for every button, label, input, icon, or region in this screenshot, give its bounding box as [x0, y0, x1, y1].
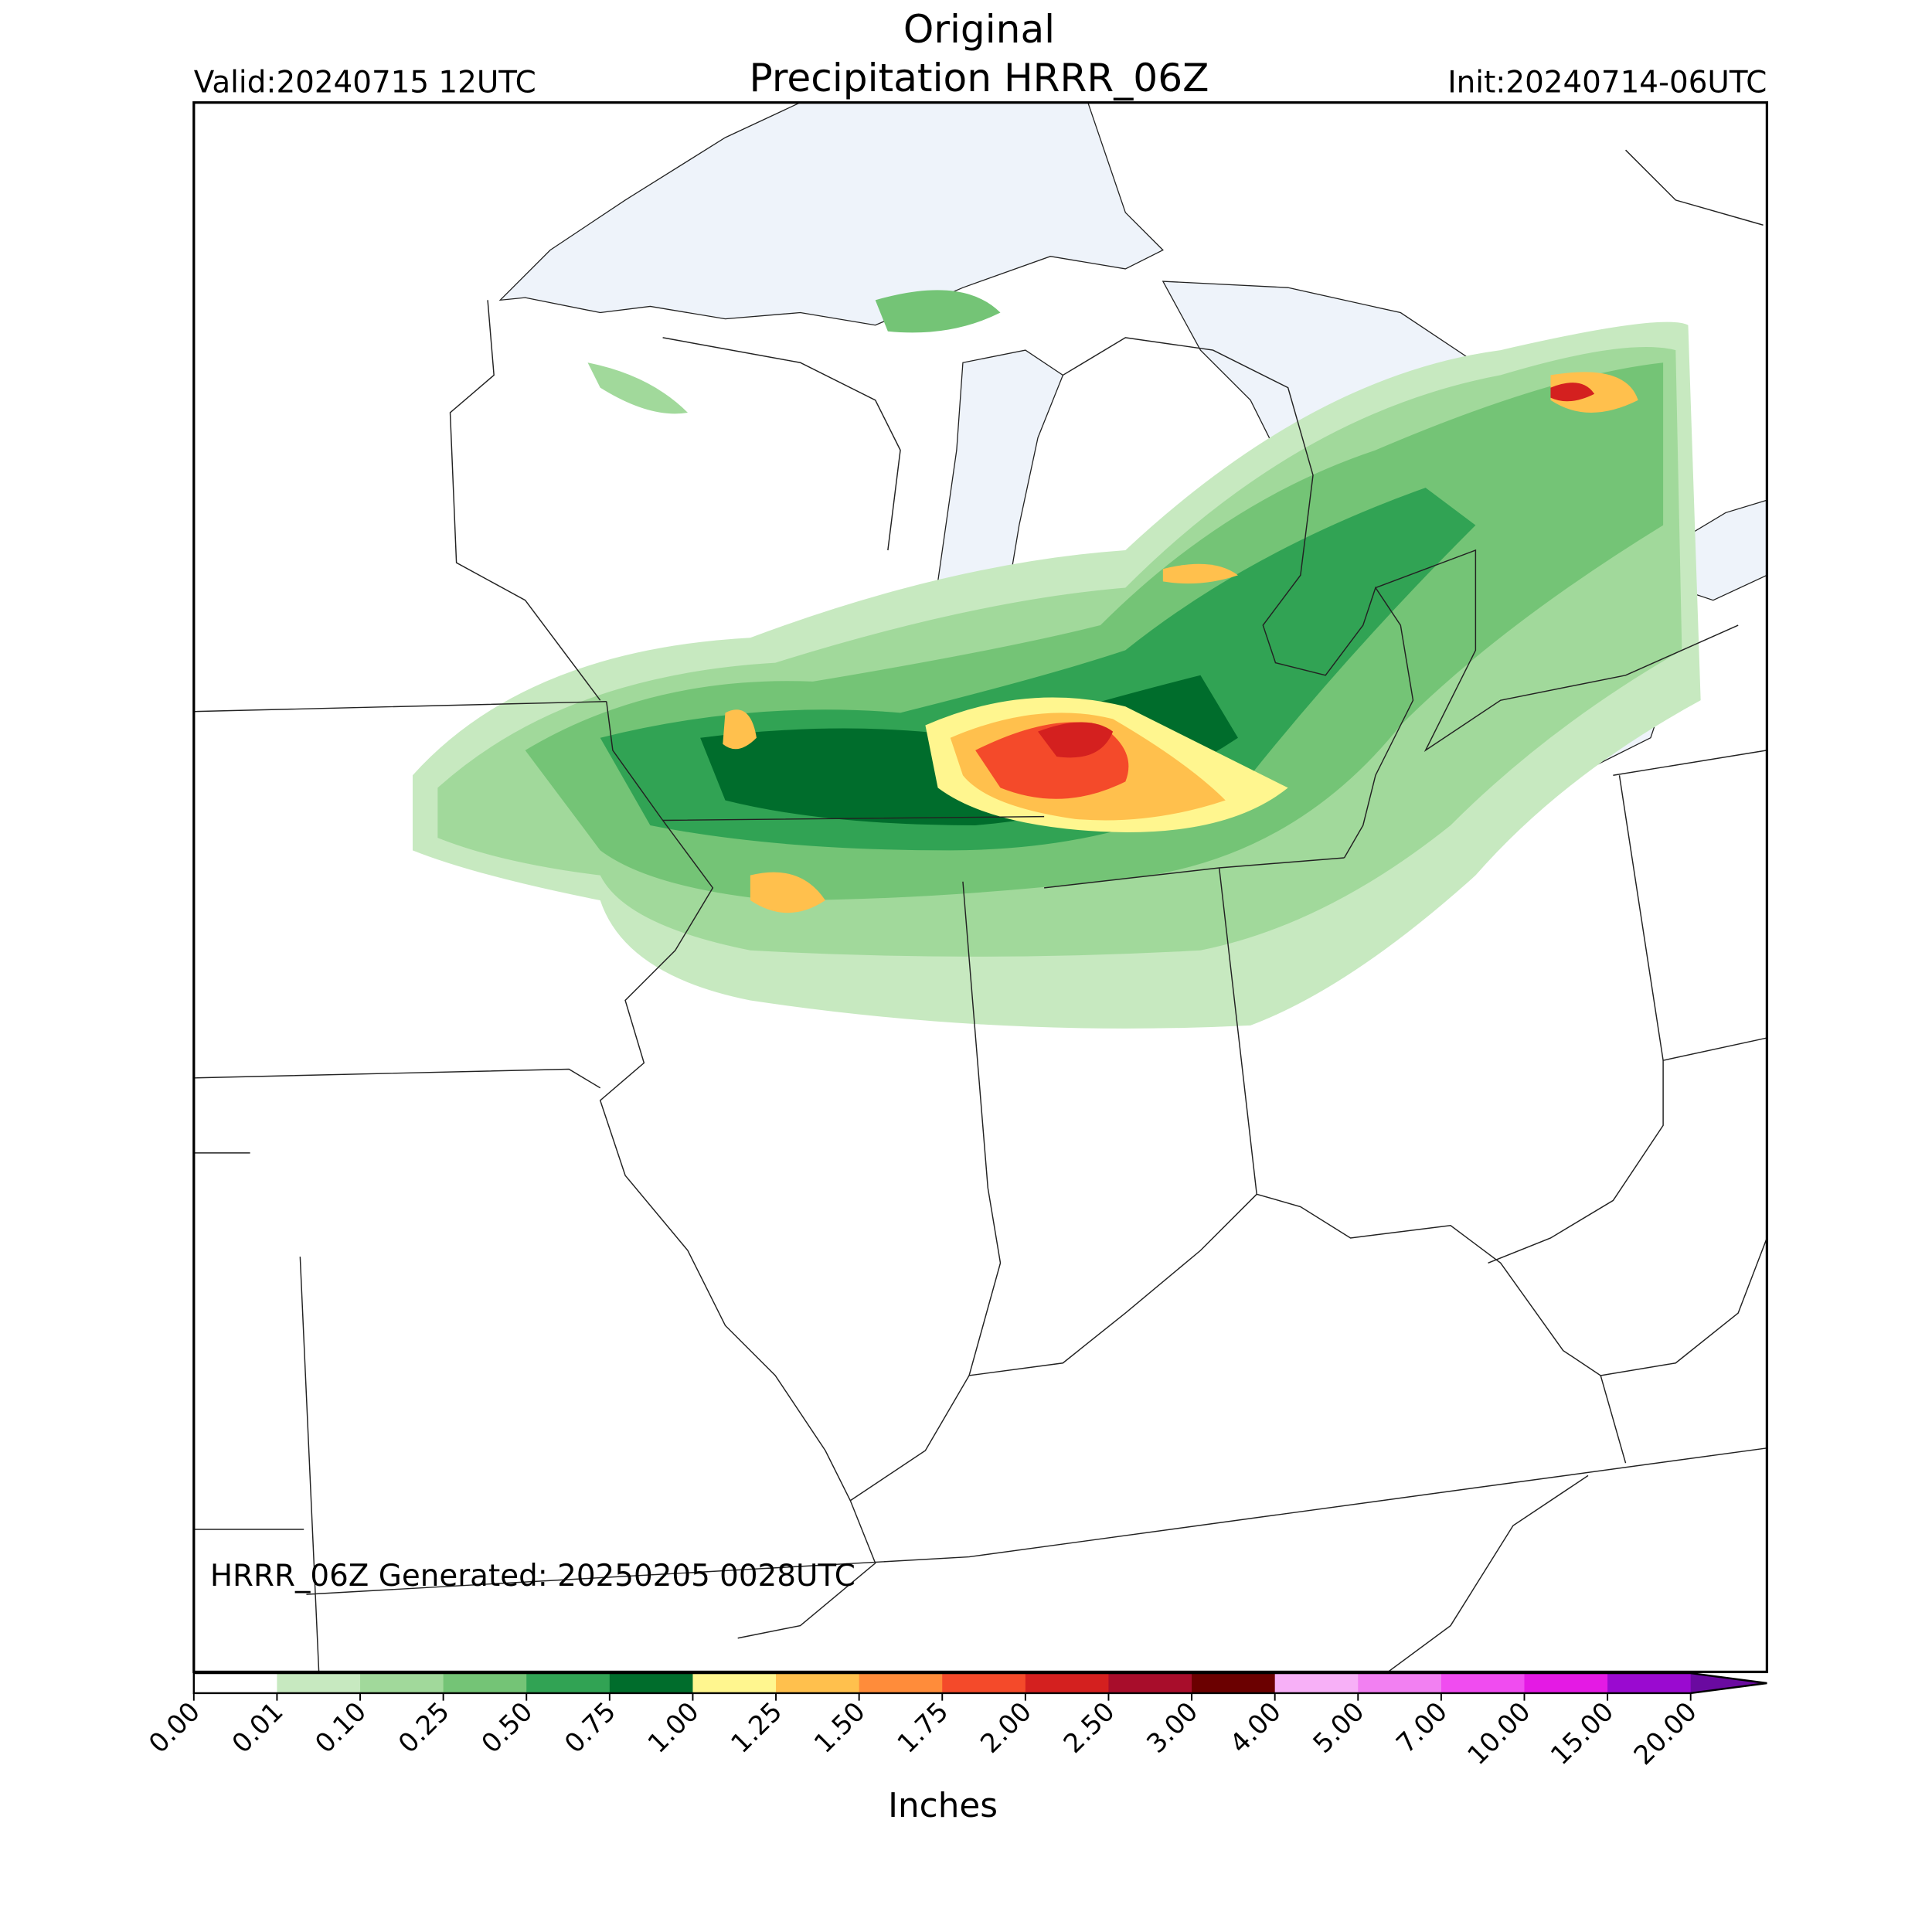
colorbar-tick-label: 5.00: [1308, 1696, 1371, 1760]
colorbar-tick-label: 0.10: [309, 1696, 372, 1760]
colorbar-tick-label: 20.00: [1628, 1696, 1703, 1771]
valid-time: Valid:20240715 12UTC: [194, 66, 536, 100]
ohio-river: [849, 1193, 1257, 1502]
colorbar-bin: [193, 1673, 278, 1693]
colorbar-bin: [360, 1673, 444, 1693]
subtitle: Precipitation HRRR_06Z: [750, 55, 1209, 100]
colorbar-tick-label: 0.75: [559, 1696, 622, 1760]
mississippi-river: [599, 701, 876, 1639]
colorbar-bin: [1274, 1673, 1359, 1693]
colorbar-tick-label: 3.00: [1141, 1696, 1204, 1760]
colorbar-tick-label: 2.50: [1058, 1696, 1121, 1760]
colorbar-tick-label: 0.50: [476, 1696, 539, 1760]
west-virginia-line: [1387, 1060, 1664, 1672]
colorbar-bin: [443, 1673, 528, 1693]
michigan-outline: [1063, 337, 1414, 859]
colorbar-tick-label: 15.00: [1545, 1696, 1620, 1771]
colorbar-tick-label: 1.25: [725, 1696, 788, 1760]
colorbar-tick-label: 4.00: [1224, 1696, 1287, 1760]
colorbar-bin: [1025, 1673, 1110, 1693]
wisconsin-border: [449, 300, 901, 701]
colorbar-tick-label: 0.00: [143, 1696, 206, 1760]
title: Original: [903, 6, 1055, 52]
colorbar-tick-label: 0.01: [226, 1696, 290, 1760]
lake-superior: [498, 102, 1164, 326]
colorbar-bin: [1440, 1673, 1526, 1693]
generated-note: HRRR_06Z Generated: 20250205 0028UTC: [210, 1559, 855, 1594]
ontario-outline: [1375, 149, 1764, 753]
colorbar-bin: [1192, 1673, 1276, 1693]
colorbar-tick-label: 0.25: [393, 1696, 456, 1760]
colorbar-bin: [692, 1673, 777, 1693]
precipitation-field: [412, 290, 1701, 1029]
colorbar-outline: [192, 1672, 1767, 1695]
colorbar-bin: [1607, 1673, 1692, 1693]
map: HRRR_06Z Generated: 20250205 0028UTC: [192, 101, 1769, 1674]
colorbar-bin: [1108, 1673, 1192, 1693]
colorbar-bin: [526, 1673, 611, 1693]
colorbar-bin: [609, 1673, 694, 1693]
state-lines: [193, 701, 1767, 1672]
colorbar-tick-label: 1.75: [892, 1696, 955, 1760]
colorbar-label: Inches: [888, 1786, 998, 1825]
colorbar-tick-label: 2.00: [975, 1696, 1038, 1760]
colorbar-tick-label: 1.50: [808, 1696, 872, 1760]
colorbar-bin: [942, 1673, 1026, 1693]
init-time: Init:20240714-06UTC: [1447, 66, 1767, 100]
colorbar: 0.00 0.01 0.10 0.25 0.50 0.75 1.00 1.25 1.50 1.75…: [143, 1672, 1767, 1771]
colorbar-bin: [277, 1673, 361, 1693]
colorbar-bin: [1358, 1673, 1442, 1693]
colorbar-bin: [859, 1673, 944, 1693]
colorbar-extension: [1690, 1673, 1767, 1693]
map-frame: [192, 101, 1769, 1674]
colorbar-tick-label: 10.00: [1462, 1696, 1537, 1771]
colorbar-bin: [1524, 1673, 1608, 1693]
colorbar-tick-label: 7.00: [1390, 1696, 1454, 1760]
colorbar-tick-label: 1.00: [642, 1696, 706, 1760]
colorbar-bin: [776, 1673, 860, 1693]
